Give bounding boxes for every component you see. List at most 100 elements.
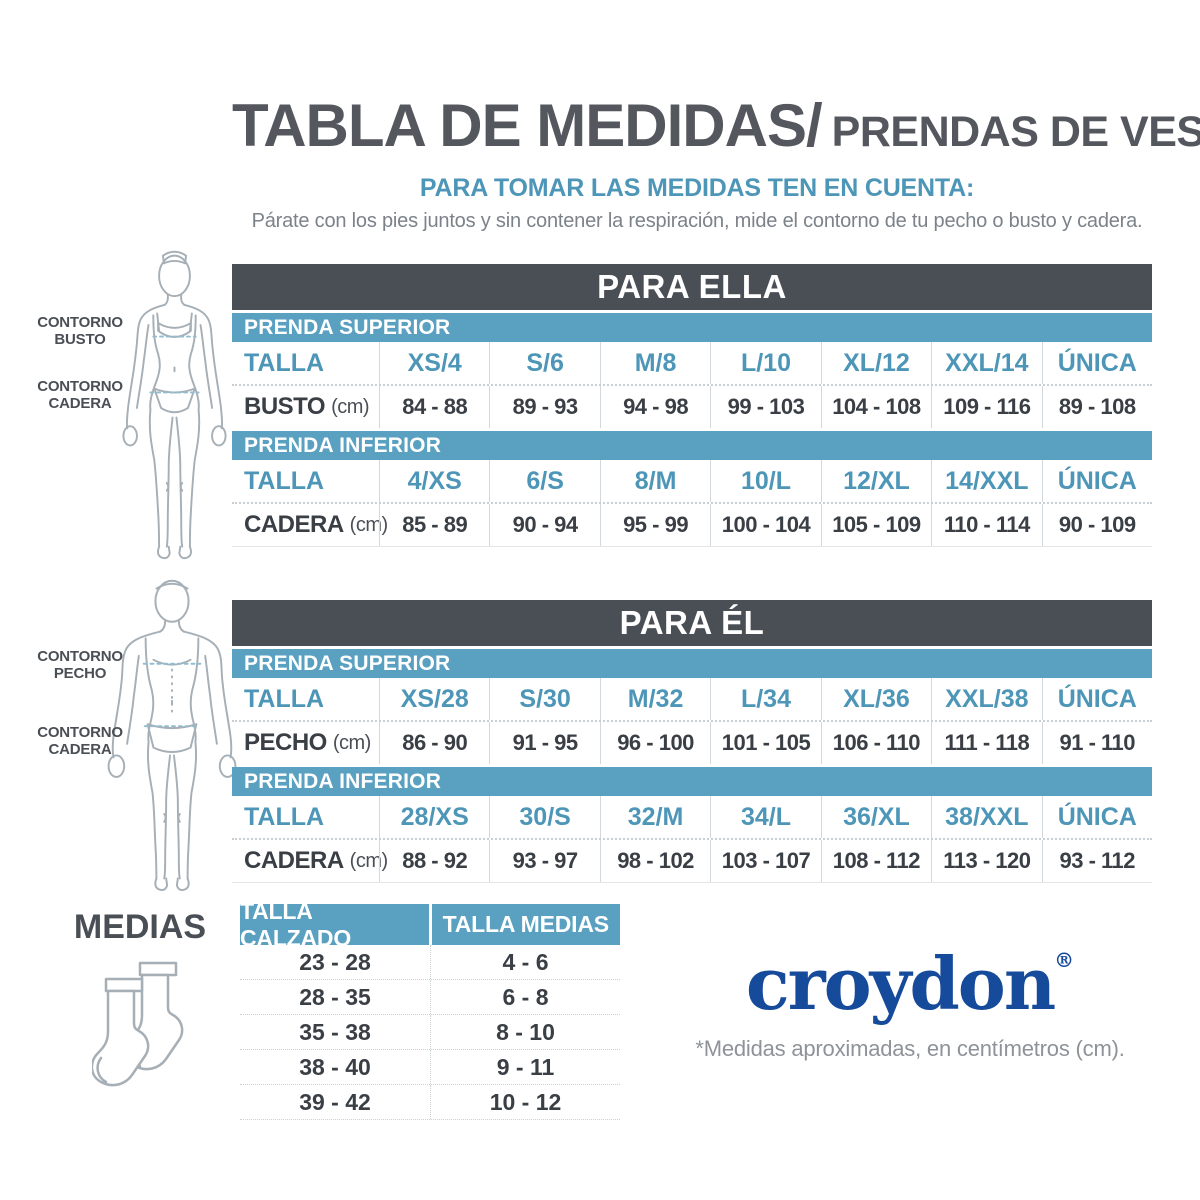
- size-cell: 12/XL: [820, 460, 931, 502]
- size-row-label: TALLA: [244, 684, 325, 713]
- croydon-logo-text: croydon: [745, 941, 1056, 1026]
- socks-row: 28 - 35 6 - 8: [240, 980, 620, 1015]
- value-cell: 101 - 105: [710, 722, 820, 764]
- socks-table-header: TALLA CALZADO TALLA MEDIAS: [240, 898, 620, 951]
- socks-header-medias: TALLA MEDIAS: [431, 904, 620, 945]
- size-cell: S/6: [489, 342, 599, 384]
- value-cell: 105 - 109: [820, 504, 931, 546]
- size-cell: ÚNICA: [1041, 678, 1152, 720]
- measure-name: PECHO: [244, 729, 327, 756]
- size-cell: 6/S: [489, 460, 599, 502]
- measure-name: CADERA: [244, 511, 344, 538]
- size-cell: XXL/38: [931, 678, 1041, 720]
- value-cell: 98 - 102: [599, 840, 710, 882]
- label-contorno-cadera-male: CONTORNO CADERA: [37, 724, 123, 759]
- size-cell: 4/XS: [379, 460, 489, 502]
- value-cell: 95 - 99: [599, 504, 710, 546]
- socks-row: 38 - 40 9 - 11: [240, 1050, 620, 1085]
- value-row-ella-cadera: CADERA (cm) 85 - 89 90 - 94 95 - 99 100 -…: [232, 502, 1152, 547]
- size-cell: S/30: [489, 678, 599, 720]
- value-cell: 90 - 109: [1041, 504, 1152, 546]
- value-row-el-cadera: CADERA (cm) 88 - 92 93 - 97 98 - 102 103 …: [232, 838, 1152, 883]
- measure-row-label: BUSTO (cm): [232, 386, 379, 428]
- measure-unit: (cm): [332, 731, 371, 754]
- socks-header-calzado: TALLA CALZADO: [240, 898, 429, 951]
- measure-unit: (cm): [349, 513, 388, 536]
- registered-mark: ®: [1054, 948, 1075, 972]
- socks-cell-medias: 4 - 6: [430, 945, 620, 979]
- size-cell: 8/M: [599, 460, 710, 502]
- measure-name: BUSTO: [244, 393, 326, 420]
- socks-row: 35 - 38 8 - 10: [240, 1015, 620, 1050]
- measure-name: CADERA: [244, 847, 344, 874]
- page-title: TABLA DE MEDIDAS/PRENDAS DE VESTIR: [232, 96, 1200, 156]
- value-cell: 93 - 97: [489, 840, 599, 882]
- value-cell: 108 - 112: [820, 840, 931, 882]
- table-header-para-ella: PARA ELLA: [232, 264, 1152, 310]
- measurements-footnote: *Medidas aproximadas, en centímetros (cm…: [695, 1036, 1125, 1061]
- page-title-main: TABLA DE MEDIDAS/: [232, 92, 823, 159]
- section-bar-el-prenda-inferior: PRENDA INFERIOR: [232, 767, 1152, 796]
- value-cell: 100 - 104: [710, 504, 820, 546]
- socks-cell-medias: 10 - 12: [430, 1085, 620, 1119]
- value-cell: 111 - 118: [931, 722, 1041, 764]
- value-cell: 113 - 120: [931, 840, 1041, 882]
- table-header-para-el: PARA ÉL: [232, 600, 1152, 646]
- socks-cell-medias: 9 - 11: [430, 1050, 620, 1084]
- size-cell: 30/S: [489, 796, 599, 838]
- size-row-ella-superior: TALLA XS/4 S/6 M/8 L/10 XL/12 XXL/14 ÚNI…: [232, 342, 1152, 384]
- size-cell: 34/L: [710, 796, 820, 838]
- measure-unit: (cm): [349, 849, 388, 872]
- size-cell: M/32: [599, 678, 710, 720]
- size-cell: XS/4: [379, 342, 489, 384]
- size-row-ella-inferior: TALLA 4/XS 6/S 8/M 10/L 12/XL 14/XXL ÚNI…: [232, 460, 1152, 502]
- socks-row: 23 - 28 4 - 6: [240, 945, 620, 980]
- size-cell: ÚNICA: [1041, 796, 1152, 838]
- section-bar-el-prenda-superior: PRENDA SUPERIOR: [232, 649, 1152, 678]
- value-cell: 94 - 98: [599, 386, 710, 428]
- socks-size-table: TALLA CALZADO TALLA MEDIAS 23 - 28 4 - 6…: [240, 898, 620, 1120]
- value-cell: 91 - 110: [1041, 722, 1152, 764]
- page-title-suffix: PRENDAS DE VESTIR: [831, 108, 1200, 156]
- size-cell: M/8: [599, 342, 710, 384]
- table-para-el: PARA ÉL PRENDA SUPERIOR TALLA XS/28 S/30…: [232, 600, 1152, 883]
- size-cell: 38/XXL: [931, 796, 1041, 838]
- value-row-el-pecho: PECHO (cm) 86 - 90 91 - 95 96 - 100 101 -…: [232, 720, 1152, 764]
- medias-heading: MEDIAS: [73, 908, 207, 946]
- size-row-label: TALLA: [244, 348, 325, 377]
- label-contorno-cadera-female: CONTORNO CADERA: [37, 378, 123, 413]
- measure-row-label: PECHO (cm): [232, 722, 379, 764]
- value-cell: 103 - 107: [710, 840, 820, 882]
- socks-row: 39 - 42 10 - 12: [240, 1085, 620, 1120]
- value-cell: 99 - 103: [710, 386, 820, 428]
- value-cell: 96 - 100: [599, 722, 710, 764]
- socks-cell-calzado: 35 - 38: [299, 1018, 371, 1045]
- value-cell: 86 - 90: [379, 722, 489, 764]
- brand-block: croydon® *Medidas aproximadas, en centím…: [660, 948, 1160, 1062]
- value-cell: 91 - 95: [489, 722, 599, 764]
- size-cell: XL/12: [820, 342, 931, 384]
- title-block: TABLA DE MEDIDAS/PRENDAS DE VESTIR PARA …: [232, 96, 1200, 233]
- socks-cell-calzado: 28 - 35: [299, 983, 371, 1010]
- value-cell: 110 - 114: [931, 504, 1041, 546]
- size-row-label: TALLA: [244, 802, 325, 831]
- croydon-logo: croydon®: [660, 948, 1160, 1020]
- socks-cell-calzado: 23 - 28: [299, 948, 371, 975]
- value-cell: 109 - 116: [931, 386, 1041, 428]
- size-row-label: TALLA: [244, 466, 325, 495]
- female-body-figure: [122, 250, 227, 560]
- socks-cell-medias: 8 - 10: [430, 1015, 620, 1049]
- size-cell: 28/XS: [379, 796, 489, 838]
- size-cell: 36/XL: [820, 796, 931, 838]
- value-cell: 104 - 108: [820, 386, 931, 428]
- size-cell: XL/36: [820, 678, 931, 720]
- size-cell: XXL/14: [931, 342, 1041, 384]
- value-cell: 106 - 110: [820, 722, 931, 764]
- socks-icon: [92, 961, 184, 1087]
- label-contorno-busto: CONTORNO BUSTO: [37, 314, 123, 349]
- value-cell: 89 - 108: [1041, 386, 1152, 428]
- size-cell: 32/M: [599, 796, 710, 838]
- socks-cell-medias: 6 - 8: [430, 980, 620, 1014]
- measure-unit: (cm): [331, 395, 370, 418]
